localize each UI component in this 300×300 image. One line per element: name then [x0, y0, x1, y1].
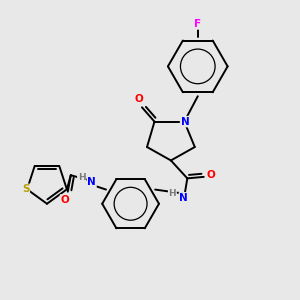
Text: O: O: [207, 170, 216, 180]
Text: O: O: [60, 195, 69, 205]
Text: H: H: [78, 172, 85, 182]
Text: N: N: [179, 193, 188, 203]
Text: O: O: [135, 94, 143, 104]
Text: S: S: [22, 184, 29, 194]
Text: F: F: [194, 19, 201, 29]
Text: N: N: [181, 117, 189, 127]
Text: N: N: [87, 177, 96, 187]
Text: H: H: [169, 189, 176, 198]
